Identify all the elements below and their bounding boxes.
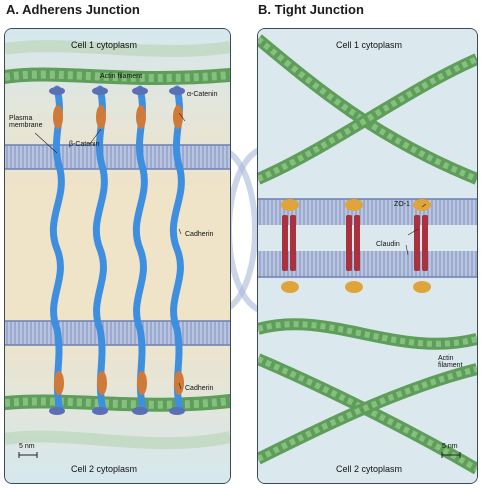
beta-catenin-label: β-Catenin — [69, 141, 100, 148]
panel-b-title: B. Tight Junction — [258, 2, 364, 17]
scale-bar-label: 5 nm — [442, 443, 458, 450]
cadherin-complex — [92, 85, 108, 415]
actin-filament-top — [5, 67, 230, 85]
actin-filament-bottom — [5, 394, 230, 412]
cell2-cytoplasm-label: Cell 2 cytoplasm — [336, 464, 403, 474]
cadherin-complex — [49, 85, 65, 415]
alpha-catenin-label: α-Catenin — [187, 91, 218, 98]
cell1-cytoplasm-label: Cell 1 cytoplasm — [336, 40, 403, 50]
cell2-cytoplasm-label: Cell 2 cytoplasm — [71, 464, 138, 474]
claudin-pair — [345, 199, 363, 293]
actin-filament-label: Actin filament — [438, 355, 463, 369]
plasma-membrane-label: Plasma membrane — [9, 115, 43, 129]
plasma-membrane-top — [5, 144, 230, 170]
cell1-cytoplasm-label: Cell 1 cytoplasm — [71, 40, 138, 50]
claudin-label: Claudin — [376, 241, 400, 248]
panel-a-title: A. Adherens Junction — [6, 2, 140, 17]
claudin-pair — [281, 199, 299, 293]
cadherin-label: Cadherin — [185, 231, 214, 238]
zo1-label: ZO-1 — [394, 201, 410, 208]
plasma-membrane-bottom — [5, 320, 230, 346]
cadherin-label-lower: Cadherin — [185, 385, 214, 392]
adherens-junction-panel: Cell 1 cytoplasm Actin filament α-Cateni… — [4, 28, 231, 484]
cadherin-complex — [132, 85, 148, 415]
claudin-pair — [413, 199, 431, 293]
actin-filaments — [258, 34, 477, 475]
actin-filament-label: Actin filament — [100, 73, 143, 80]
tight-junction-panel: Cell 1 cytoplasm ZO-1 Claudin Actin fila… — [257, 28, 478, 484]
adherens-junction-illustration — [5, 29, 230, 483]
tight-junction-illustration — [258, 29, 477, 483]
cadherin-complex — [169, 85, 185, 415]
scale-bar-label: 5 nm — [19, 443, 35, 450]
